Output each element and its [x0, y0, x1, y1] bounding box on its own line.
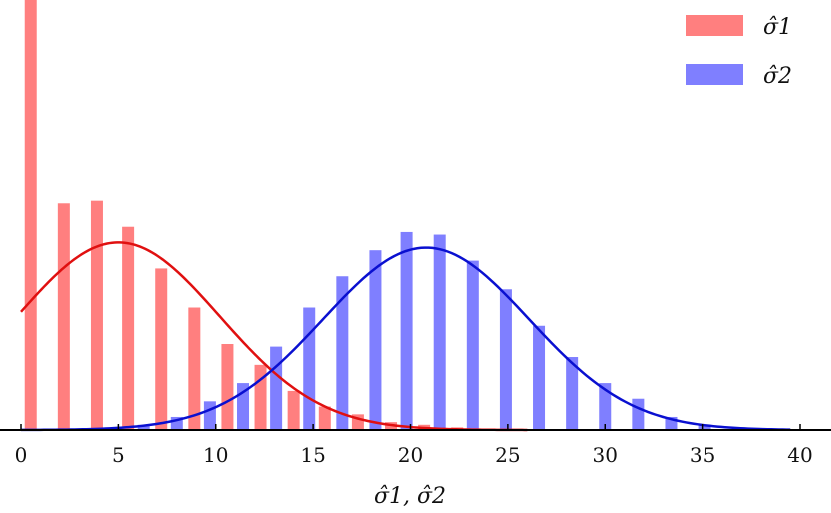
bar-series-2-14: [599, 383, 612, 430]
x-tick-label-6: 30: [593, 443, 618, 467]
x-tick-label-7: 35: [690, 443, 715, 467]
x-tick-label-5: 25: [495, 443, 520, 467]
bar-series-1-7: [254, 364, 267, 430]
bar-series-2-8: [400, 231, 413, 430]
bar-series-1-3: [122, 226, 135, 430]
bar-series-2-13: [566, 357, 579, 430]
legend-swatch-series-2: [686, 64, 743, 85]
bar-series-1-9: [318, 406, 331, 430]
bar-series-2-15: [632, 398, 645, 430]
x-tick-label-1: 5: [112, 443, 125, 467]
fit-curve-2: [20, 246, 791, 432]
bar-series-2-2: [203, 401, 216, 430]
bar-series-1-1: [57, 203, 70, 430]
bar-series-1-8: [287, 390, 300, 430]
bars-layer: [24, 0, 711, 430]
bar-series-1-0: [24, 0, 37, 430]
bar-series-2-10: [466, 260, 479, 430]
bar-series-1-5: [188, 307, 201, 430]
bar-series-1-2: [90, 200, 103, 430]
x-tick-label-3: 15: [300, 443, 325, 467]
bar-series-1-6: [221, 344, 234, 430]
x-axis-label: σ̂1, σ̂2: [374, 484, 446, 509]
bar-series-2-11: [499, 289, 512, 430]
x-axis-ticks: 0 5 10 15 20 25 30 35 40: [15, 424, 813, 467]
bar-series-2-12: [533, 325, 546, 430]
x-tick-label-0: 0: [15, 443, 28, 467]
x-tick-label-2: 10: [203, 443, 228, 467]
bar-series-2-9: [433, 234, 446, 430]
legend-swatch-series-1: [686, 15, 743, 36]
curves-layer: [20, 241, 791, 432]
bar-series-1-4: [155, 268, 168, 430]
x-tick-label-4: 20: [398, 443, 423, 467]
bar-series-2-0: [137, 424, 150, 430]
legend-label-series-1: σ̂1: [763, 15, 792, 40]
bar-series-2-5: [303, 307, 316, 430]
fit-curve-1: [20, 241, 528, 432]
legend: σ̂1 σ̂2: [686, 15, 792, 89]
bar-series-2-7: [369, 250, 382, 430]
bar-series-2-4: [270, 346, 283, 430]
bar-series-2-6: [336, 276, 349, 430]
legend-label-series-2: σ̂2: [763, 64, 792, 89]
bar-series-2-17: [698, 424, 711, 430]
x-tick-label-8: 40: [787, 443, 812, 467]
